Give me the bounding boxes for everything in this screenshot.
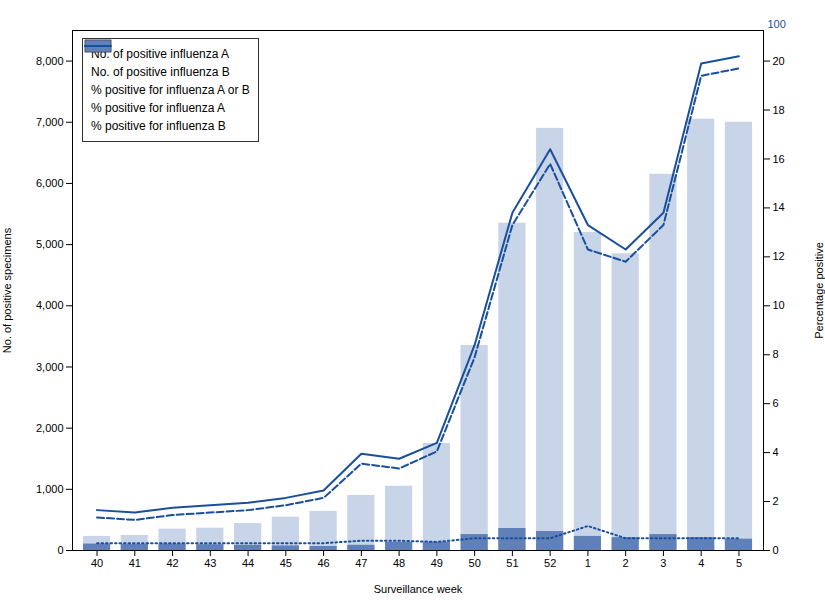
svg-text:18: 18 — [773, 104, 785, 116]
svg-text:20: 20 — [773, 55, 785, 67]
svg-text:4: 4 — [698, 557, 704, 569]
svg-text:41: 41 — [129, 557, 141, 569]
html-text:% positive for influenza B: % positive for influenza B — [91, 119, 226, 133]
svg-text:45: 45 — [280, 557, 292, 569]
svg-text:3: 3 — [660, 557, 666, 569]
svg-text:12: 12 — [773, 250, 785, 262]
svg-text:49: 49 — [431, 557, 443, 569]
svg-text:8: 8 — [773, 348, 779, 360]
svg-text:50: 50 — [469, 557, 481, 569]
svg-text:2,000: 2,000 — [36, 422, 64, 434]
svg-text:46: 46 — [317, 557, 329, 569]
svg-text:6,000: 6,000 — [36, 177, 64, 189]
svg-text:51: 51 — [506, 557, 518, 569]
svg-text:Percentage positive: Percentage positive — [813, 242, 825, 339]
svg-text:4: 4 — [773, 446, 779, 458]
svg-text:Surveillance week: Surveillance week — [374, 583, 463, 595]
svg-text:8,000: 8,000 — [36, 55, 64, 67]
svg-text:5,000: 5,000 — [36, 238, 64, 250]
html-text:% positive for influenza A or: % positive for influenza A or B — [91, 83, 250, 97]
svg-text:5: 5 — [736, 557, 742, 569]
svg-text:2: 2 — [623, 557, 629, 569]
svg-text:6: 6 — [773, 397, 779, 409]
svg-text:1: 1 — [585, 557, 591, 569]
svg-text:0: 0 — [773, 544, 779, 556]
svg-text:3,000: 3,000 — [36, 360, 64, 372]
svg-text:No. of positive specimens: No. of positive specimens — [1, 227, 13, 353]
svg-text:52: 52 — [544, 557, 556, 569]
svg-text:10: 10 — [773, 299, 785, 311]
svg-text:100: 100 — [768, 18, 786, 30]
svg-text:42: 42 — [166, 557, 178, 569]
svg-text:4,000: 4,000 — [36, 299, 64, 311]
svg-text:2: 2 — [773, 495, 779, 507]
svg-text:14: 14 — [773, 201, 785, 213]
html-text:No. of positive influenza A: No. of positive influenza A — [91, 47, 230, 61]
svg-text:43: 43 — [204, 557, 216, 569]
svg-text:16: 16 — [773, 152, 785, 164]
svg-text:44: 44 — [242, 557, 254, 569]
svg-text:47: 47 — [355, 557, 367, 569]
svg-text:48: 48 — [393, 557, 405, 569]
html-text:No. of positive influenza B: No. of positive influenza B — [91, 65, 230, 79]
svg-text:7,000: 7,000 — [36, 116, 64, 128]
html-text:% positive for influenza A: % positive for influenza A — [91, 101, 226, 115]
svg-text:1,000: 1,000 — [36, 483, 64, 495]
svg-text:40: 40 — [91, 557, 103, 569]
svg-text:0: 0 — [57, 544, 63, 556]
